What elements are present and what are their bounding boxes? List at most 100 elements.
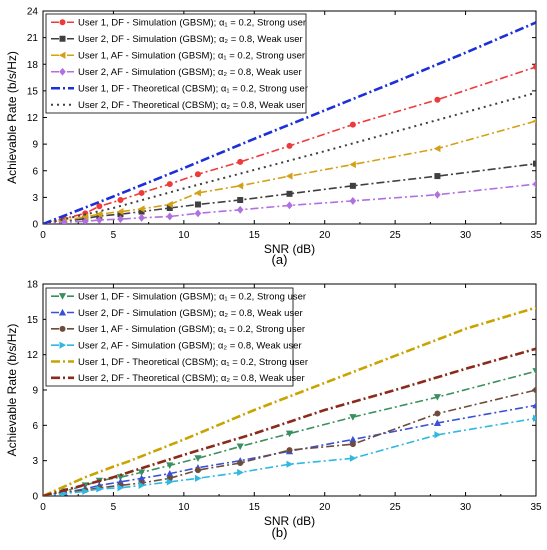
data-point bbox=[434, 173, 441, 180]
legend-entry: User 1, DF - Simulation (GBSM); α₁ = 0.2… bbox=[78, 18, 306, 29]
data-point bbox=[166, 205, 173, 212]
x-tick-label: 5 bbox=[111, 502, 117, 513]
y-tick-label: 12 bbox=[27, 113, 39, 124]
data-point bbox=[117, 197, 124, 204]
legend-entry: User 1, DF - Theoretical (CBSM); α₁ = 0.… bbox=[78, 84, 308, 95]
panel-label: (b) bbox=[272, 525, 288, 540]
data-point bbox=[533, 387, 536, 393]
chart-panel-a: 0 5 10 15 20 25 30 35 0 3 6 9 12 15 18 21 24 SNR (dB) Achi… bbox=[5, 7, 542, 268]
data-point bbox=[434, 431, 441, 439]
data-point bbox=[533, 63, 536, 70]
data-point bbox=[532, 119, 536, 124]
data-point bbox=[96, 203, 103, 210]
legend-swatch-marker bbox=[58, 51, 66, 59]
data-point bbox=[138, 205, 145, 213]
y-tick-label: 15 bbox=[27, 315, 39, 326]
data-point bbox=[433, 144, 441, 153]
legend-entry: User 2, DF - Simulation (GBSM); α₂ = 0.8… bbox=[78, 34, 303, 45]
data-point bbox=[194, 201, 201, 208]
legend-swatch-marker bbox=[59, 19, 66, 26]
y-tick-label: 0 bbox=[32, 492, 38, 503]
data-point bbox=[117, 215, 124, 224]
plot-area bbox=[43, 21, 536, 224]
legend-entry: User 2, AF - Simulation (GBSM); α₂ = 0.8… bbox=[78, 67, 302, 78]
data-point bbox=[434, 96, 441, 103]
data-point bbox=[349, 441, 356, 448]
x-tick-label: 35 bbox=[530, 230, 542, 241]
y-tick-label: 0 bbox=[32, 220, 38, 231]
data-point bbox=[82, 487, 89, 495]
data-point bbox=[286, 142, 293, 149]
data-point bbox=[166, 470, 174, 477]
data-point bbox=[349, 414, 357, 421]
series-line bbox=[43, 389, 536, 496]
data-point bbox=[194, 171, 201, 178]
data-point bbox=[138, 469, 146, 477]
legend-entry: User 1, AF - Simulation (GBSM); α₁ = 0.2… bbox=[78, 324, 305, 335]
x-tick-label: 0 bbox=[40, 230, 46, 241]
y-tick-label: 12 bbox=[27, 350, 39, 361]
series-line bbox=[43, 417, 536, 496]
data-point bbox=[285, 172, 293, 180]
data-point bbox=[166, 462, 174, 469]
x-tick-label: 25 bbox=[390, 230, 402, 241]
legend-entry: User 2, DF - Theoretical (CBSM); α₂ = 0.… bbox=[78, 100, 305, 111]
legend-entry: User 2, DF - Simulation (GBSM); α₂ = 0.8… bbox=[78, 308, 303, 319]
legend-entry: User 2, AF - Simulation (GBSM); α₂ = 0.8… bbox=[78, 340, 302, 351]
data-point bbox=[96, 216, 103, 224]
data-point bbox=[349, 454, 357, 462]
data-point bbox=[166, 212, 174, 221]
data-point bbox=[433, 419, 441, 426]
legend: User 1, DF - Simulation (GBSM); α₁ = 0.2… bbox=[45, 13, 308, 114]
legend-entry: User 1, AF - Simulation (GBSM); α₁ = 0.2… bbox=[78, 51, 305, 62]
data-point bbox=[116, 207, 124, 216]
series-line bbox=[43, 347, 536, 496]
data-point bbox=[237, 468, 244, 477]
data-point bbox=[285, 430, 294, 438]
x-tick-label: 5 bbox=[111, 230, 117, 241]
legend-entry: User 1, DF - Simulation (GBSM); α₁ = 0.2… bbox=[78, 291, 306, 302]
x-tick-label: 10 bbox=[178, 502, 190, 513]
y-tick-label: 15 bbox=[27, 86, 39, 97]
data-point bbox=[138, 481, 146, 489]
x-tick-label: 10 bbox=[178, 230, 190, 241]
data-point bbox=[532, 401, 536, 409]
data-point bbox=[237, 460, 244, 467]
y-tick-label: 6 bbox=[32, 421, 38, 432]
x-tick-label: 20 bbox=[319, 230, 331, 241]
y-tick-label: 3 bbox=[32, 456, 38, 467]
data-point bbox=[81, 213, 89, 221]
y-axis-label: Achievable Rate (b/s/Hz) bbox=[5, 51, 19, 184]
data-point bbox=[533, 414, 536, 422]
data-point bbox=[349, 435, 357, 443]
y-tick-label: 24 bbox=[27, 7, 39, 18]
data-point bbox=[194, 455, 202, 462]
x-tick-label: 25 bbox=[390, 502, 402, 513]
data-point bbox=[286, 460, 294, 468]
y-tick-label: 9 bbox=[32, 140, 38, 151]
legend-swatch-marker bbox=[59, 67, 66, 76]
y-tick-label: 18 bbox=[27, 60, 39, 71]
data-point bbox=[81, 217, 89, 224]
data-point bbox=[166, 478, 174, 486]
data-point bbox=[116, 474, 125, 481]
data-point bbox=[433, 394, 441, 401]
data-point bbox=[194, 189, 201, 197]
data-point bbox=[532, 180, 536, 188]
series-line bbox=[43, 21, 536, 224]
legend-swatch-marker bbox=[59, 341, 67, 349]
data-point bbox=[166, 181, 173, 188]
series-line bbox=[43, 306, 536, 496]
data-point bbox=[194, 467, 201, 474]
data-point bbox=[236, 205, 244, 214]
x-tick-label: 0 bbox=[40, 502, 46, 513]
data-point bbox=[286, 447, 293, 454]
data-point bbox=[237, 197, 244, 204]
panel-label: (a) bbox=[272, 252, 288, 267]
chart-panel-b: 0 5 10 15 20 25 30 35 0 3 6 9 12 15 18 SNR (dB) Achievab… bbox=[5, 280, 542, 541]
data-point bbox=[194, 209, 202, 218]
legend-swatch-marker bbox=[59, 35, 66, 42]
data-point bbox=[138, 208, 145, 215]
series-line bbox=[43, 91, 536, 224]
